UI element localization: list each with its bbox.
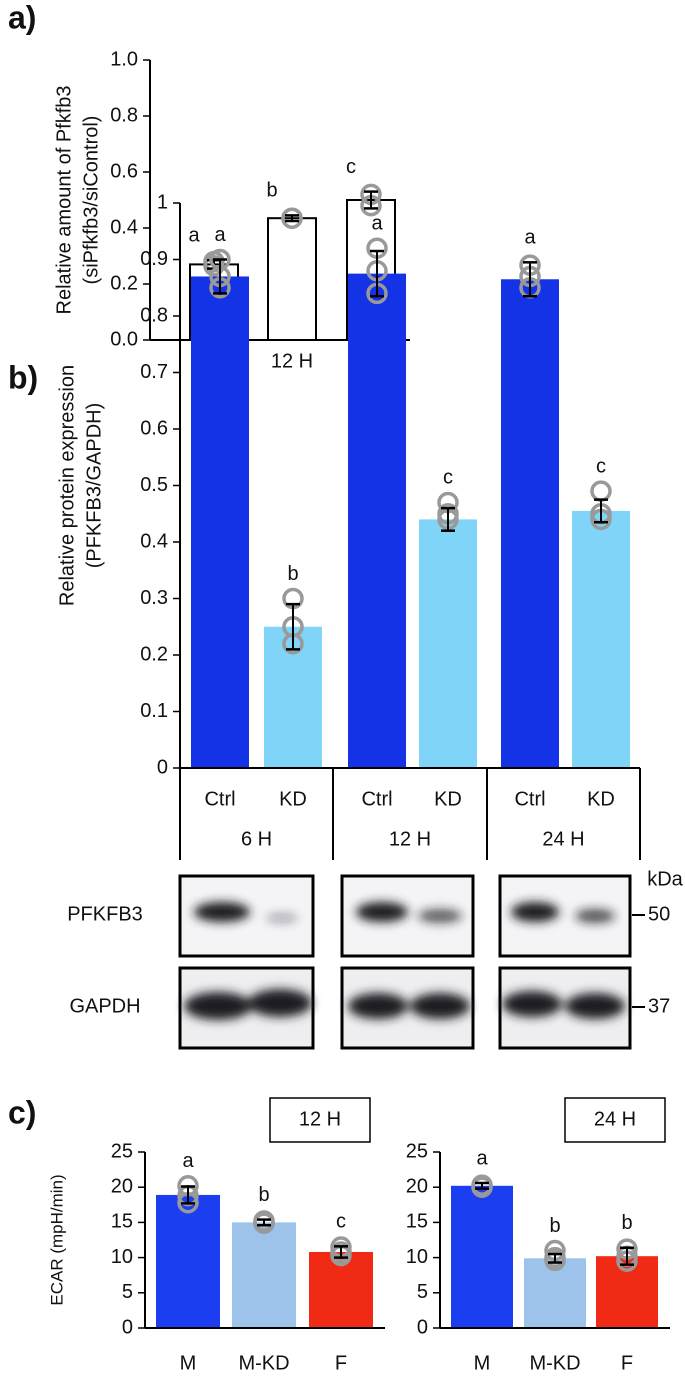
y-tick-label: 5 xyxy=(122,1281,133,1303)
data-point xyxy=(253,1212,275,1234)
annotation: c xyxy=(336,1211,346,1233)
group-label: 24 H xyxy=(542,828,584,850)
data-point xyxy=(590,480,612,502)
y-tick-label: 0.8 xyxy=(110,104,138,126)
x-tick-label: M xyxy=(474,1352,491,1374)
blot-marker: 37 xyxy=(648,995,670,1017)
y-tick-label: 0.8 xyxy=(140,304,168,326)
blot-unit: kDa xyxy=(647,868,683,890)
y-tick-label: 0.4 xyxy=(110,216,138,238)
title-box xyxy=(564,1097,666,1143)
y-axis-label: (PFKFB3/GAPDH) xyxy=(83,403,105,569)
blot-row-label: PFKFB3 xyxy=(67,903,143,925)
bar xyxy=(348,273,406,768)
y-tick-label: 0.2 xyxy=(110,272,138,294)
annotation: b xyxy=(549,1215,560,1237)
x-tick-label: 12 H xyxy=(271,350,313,372)
blot-marker: 50 xyxy=(648,903,670,925)
y-tick-label: 5 xyxy=(417,1281,428,1303)
annotation: a xyxy=(371,212,383,234)
bar xyxy=(572,510,630,768)
x-tick-label: KD xyxy=(279,788,307,810)
y-tick-label: 0.2 xyxy=(140,643,168,665)
western-blot: PFKFB3 GAPDH kDa 50 37 xyxy=(67,868,684,1050)
y-tick-label: 0.9 xyxy=(140,248,168,270)
x-tick-label: KD xyxy=(434,788,462,810)
y-tick-label: 0.0 xyxy=(110,328,138,350)
title-box xyxy=(269,1097,371,1143)
annotation: a xyxy=(182,1150,194,1172)
x-tick-label: M-KD xyxy=(529,1352,580,1374)
y-tick-label: 0.6 xyxy=(140,417,168,439)
y-tick-label: 15 xyxy=(406,1211,428,1233)
bar xyxy=(267,217,317,341)
x-tick-label: Ctrl xyxy=(361,788,392,810)
y-tick-label: 0 xyxy=(417,1316,428,1338)
panel-label: a) xyxy=(8,0,36,35)
group-label: 6 H xyxy=(241,828,272,850)
blot-row-label: GAPDH xyxy=(69,995,140,1017)
y-tick-label: 10 xyxy=(111,1246,133,1268)
bar xyxy=(451,1185,513,1328)
y-tick-label: 0.4 xyxy=(140,530,168,552)
y-axis-label: Relative protein expression xyxy=(56,365,78,606)
x-tick-label: Ctrl xyxy=(514,788,545,810)
annotation: a xyxy=(214,224,226,246)
x-tick-label: KD xyxy=(587,788,615,810)
y-tick-label: 25 xyxy=(111,1140,133,1162)
data-point xyxy=(471,1175,493,1197)
data-point xyxy=(281,207,303,229)
x-tick-label: M-KD xyxy=(238,1352,289,1374)
annotation: a xyxy=(188,224,200,246)
bar xyxy=(419,519,477,768)
y-tick-label: 0.7 xyxy=(140,361,168,383)
y-tick-label: 0.5 xyxy=(140,474,168,496)
x-tick-label: F xyxy=(335,1352,347,1374)
y-tick-label: 20 xyxy=(111,1175,133,1197)
data-point xyxy=(544,1249,566,1272)
x-tick-label: M xyxy=(180,1352,197,1374)
chart-title: 24 H xyxy=(594,1108,636,1130)
annotation: b xyxy=(621,1212,632,1234)
annotation: b xyxy=(266,180,277,202)
panel-label: c) xyxy=(8,1094,36,1130)
y-tick-label: 1 xyxy=(157,191,168,213)
y-tick-label: 20 xyxy=(406,1175,428,1197)
y-tick-label: 0 xyxy=(122,1316,133,1338)
y-tick-label: 0.3 xyxy=(140,587,168,609)
y-tick-label: 0 xyxy=(157,756,168,778)
y-axis-label: (siPfkfb3/siControl) xyxy=(80,116,102,285)
bar xyxy=(232,1222,296,1328)
annotation: a xyxy=(524,227,536,249)
annotation: c xyxy=(443,467,453,489)
panel-label: b) xyxy=(8,359,38,395)
annotation: c xyxy=(596,455,606,477)
group-label: 12 H xyxy=(389,828,431,850)
annotation: c xyxy=(346,156,356,178)
y-axis-label: ECAR (mpH/min) xyxy=(47,1174,66,1305)
bar xyxy=(501,279,559,768)
bar xyxy=(156,1194,220,1328)
annotation: b xyxy=(258,1184,269,1206)
annotation: b xyxy=(287,563,298,585)
y-tick-label: 1.0 xyxy=(110,48,138,70)
chart-title: 12 H xyxy=(299,1108,341,1130)
y-tick-label: 25 xyxy=(406,1140,428,1162)
x-tick-label: Ctrl xyxy=(204,788,235,810)
y-tick-label: 0.1 xyxy=(140,700,168,722)
bar xyxy=(596,1256,658,1328)
y-axis-label: Relative amount of Pfkfb3 xyxy=(53,85,75,314)
y-tick-label: 0.6 xyxy=(110,160,138,182)
annotation: a xyxy=(476,1147,488,1169)
bar xyxy=(191,276,249,768)
y-tick-label: 15 xyxy=(111,1211,133,1233)
y-tick-label: 10 xyxy=(406,1246,428,1268)
x-tick-label: F xyxy=(621,1352,633,1374)
